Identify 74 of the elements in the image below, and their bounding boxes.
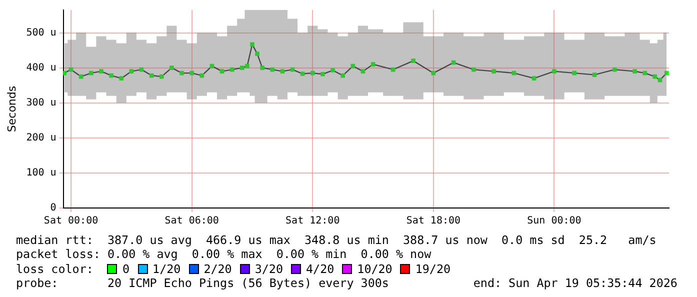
point xyxy=(159,74,164,79)
legend-label: 1/20 xyxy=(152,262,181,276)
y-tick-label: 200 u xyxy=(26,132,56,144)
x-tick-label: Sun 00:00 xyxy=(527,216,582,227)
point xyxy=(170,66,174,70)
point xyxy=(492,69,496,74)
point xyxy=(200,73,204,78)
y-tick-label: 400 u xyxy=(26,62,56,74)
point xyxy=(300,72,305,76)
point xyxy=(260,66,264,70)
point xyxy=(240,66,244,70)
text: probe: 20 ICMP Echo Pings (56 Bytes) every 300s end: Sun Apr 19 05:35:44 2026 xyxy=(16,276,678,291)
y-tick-label: 500 u xyxy=(26,27,56,38)
y-tick-label: 300 u xyxy=(26,97,56,108)
point xyxy=(642,70,647,76)
point xyxy=(411,58,416,63)
point xyxy=(592,72,597,77)
point xyxy=(572,70,577,76)
point xyxy=(431,70,436,76)
point xyxy=(68,67,74,72)
y-tick-label: 100 u xyxy=(26,168,56,179)
point xyxy=(180,70,184,76)
legend-label: 3/20 xyxy=(254,262,283,276)
legend-label: 4/20 xyxy=(306,262,334,276)
point xyxy=(532,76,536,80)
point xyxy=(220,69,224,74)
point xyxy=(290,67,295,72)
point xyxy=(210,64,214,68)
point xyxy=(63,70,66,76)
point xyxy=(350,64,356,68)
point xyxy=(391,67,396,72)
point xyxy=(512,70,516,76)
text: median rtt: 387.0 us avg 466.9 us max 348.8 us min 388.7 us now 0.0 ms sd 25.2 am/s xyxy=(16,233,658,248)
legend-label: 19/20 xyxy=(415,262,451,276)
legend-title: loss color: xyxy=(16,262,94,276)
y-tick-label: 0 xyxy=(50,202,56,214)
point xyxy=(370,62,376,66)
legend-label: 2/20 xyxy=(204,262,232,276)
legend-label: 0 xyxy=(122,262,130,276)
point xyxy=(250,42,254,46)
legend-label: 10/20 xyxy=(357,262,392,276)
point xyxy=(652,74,658,79)
point xyxy=(330,68,335,72)
point xyxy=(451,60,456,65)
x-tick-label: Sat 06:00 xyxy=(164,216,219,227)
point xyxy=(99,69,104,74)
point xyxy=(664,70,669,76)
point xyxy=(270,67,275,72)
x-tick-label: Sat 00:00 xyxy=(44,216,98,227)
point xyxy=(139,67,144,72)
y-axis-title: Seconds xyxy=(5,86,18,132)
point xyxy=(245,64,250,68)
point xyxy=(255,52,260,56)
point xyxy=(190,70,194,76)
point xyxy=(310,70,315,76)
point xyxy=(340,73,345,78)
x-tick-label: Sat 18:00 xyxy=(406,216,461,227)
point xyxy=(612,67,617,72)
point xyxy=(78,74,84,79)
x-tick-label: Sat 12:00 xyxy=(286,216,340,227)
point xyxy=(280,69,285,74)
point xyxy=(360,69,366,74)
point xyxy=(89,70,94,76)
point xyxy=(552,69,556,74)
point xyxy=(119,76,124,80)
point xyxy=(472,67,476,72)
point xyxy=(230,67,234,72)
point xyxy=(129,69,134,74)
point xyxy=(320,72,325,76)
point xyxy=(149,73,154,78)
point xyxy=(658,78,662,82)
point xyxy=(109,73,114,78)
text: packet loss: 0.00 % avg 0.00 % max 0.00 % min 0.00 % now xyxy=(16,247,432,262)
point xyxy=(632,69,637,74)
